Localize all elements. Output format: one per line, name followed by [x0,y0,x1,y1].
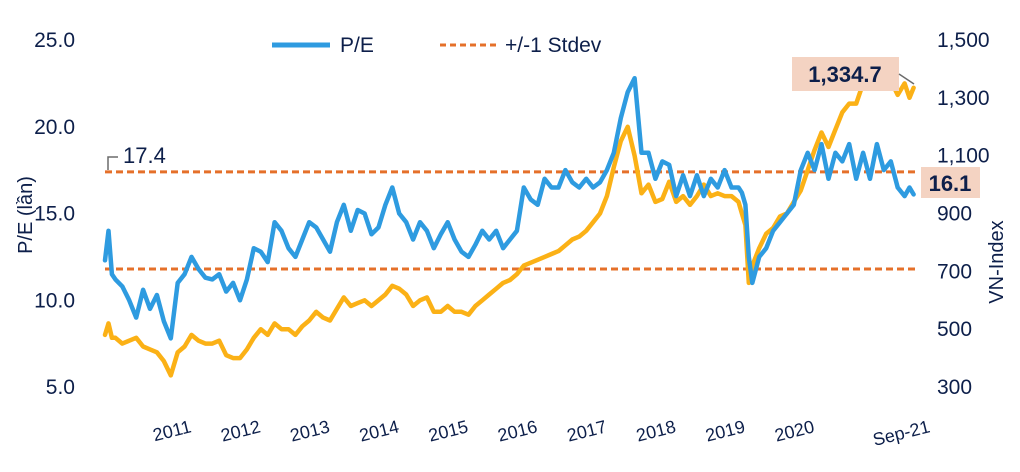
vnindex-last-leader [898,73,915,85]
x-tick-label: 2013 [288,416,332,445]
pe-last-callout-bg [921,167,980,198]
series-layer [102,60,916,378]
right-tick-label: 300 [937,376,972,399]
vnindex-series-line [102,60,916,378]
stdev-bands [105,170,915,271]
legend-pe-label: P/E [340,34,374,57]
pe-last-value: 16.1 [929,171,972,196]
left-axis-title: P/E (lần) [15,176,37,254]
right-tick-label: 1,500 [937,29,990,52]
x-tick-label: 2017 [565,416,609,445]
right-y-axis-ticks: 300 500 700 900 1,100 1,300 1,500 [937,29,990,399]
left-tick-label: 15.0 [34,203,75,226]
right-tick-label: 1,300 [937,87,990,110]
right-tick-label: 700 [937,260,972,283]
left-tick-label: 20.0 [34,116,75,139]
right-tick-label: 900 [937,203,972,226]
x-tick-label: Sep-21 [871,416,932,449]
x-tick-label: 2019 [703,416,747,445]
legend: P/E +/-1 Stdev [272,34,602,57]
vnindex-last-callout: 1,334.7 [792,57,915,91]
legend-stdev-label: +/-1 Stdev [505,34,602,57]
right-axis-title: VN-Index [986,220,1008,303]
pe-series-line [102,75,916,341]
left-tick-label: 5.0 [46,376,75,399]
x-tick-label: 2018 [634,416,678,445]
vnindex-last-callout-bg [792,57,899,91]
x-tick-label: 2016 [496,416,540,445]
left-tick-label: 25.0 [34,29,75,52]
x-tick-label: 2012 [219,416,263,445]
right-tick-label: 1,100 [937,145,990,168]
x-tick-label: 2011 [151,416,193,445]
x-tick-label: 2015 [426,416,470,445]
x-axis-ticks: 2011 2012 2013 2014 2015 2016 2017 2018 2019 2020… [151,416,932,449]
vnindex-last-value: 1,334.7 [808,62,881,87]
pe-last-callout: 16.1 [921,167,980,198]
upper-band-annotation: 17.4 [107,143,166,170]
left-tick-label: 10.0 [34,289,75,312]
upper-band-leader [107,156,118,170]
left-y-axis-ticks: 5.0 10.0 15.0 20.0 25.0 [34,29,75,399]
x-tick-label: 2014 [357,416,401,445]
upper-band-value: 17.4 [123,143,166,168]
right-tick-label: 500 [937,318,972,341]
x-tick-label: 2020 [773,416,817,445]
